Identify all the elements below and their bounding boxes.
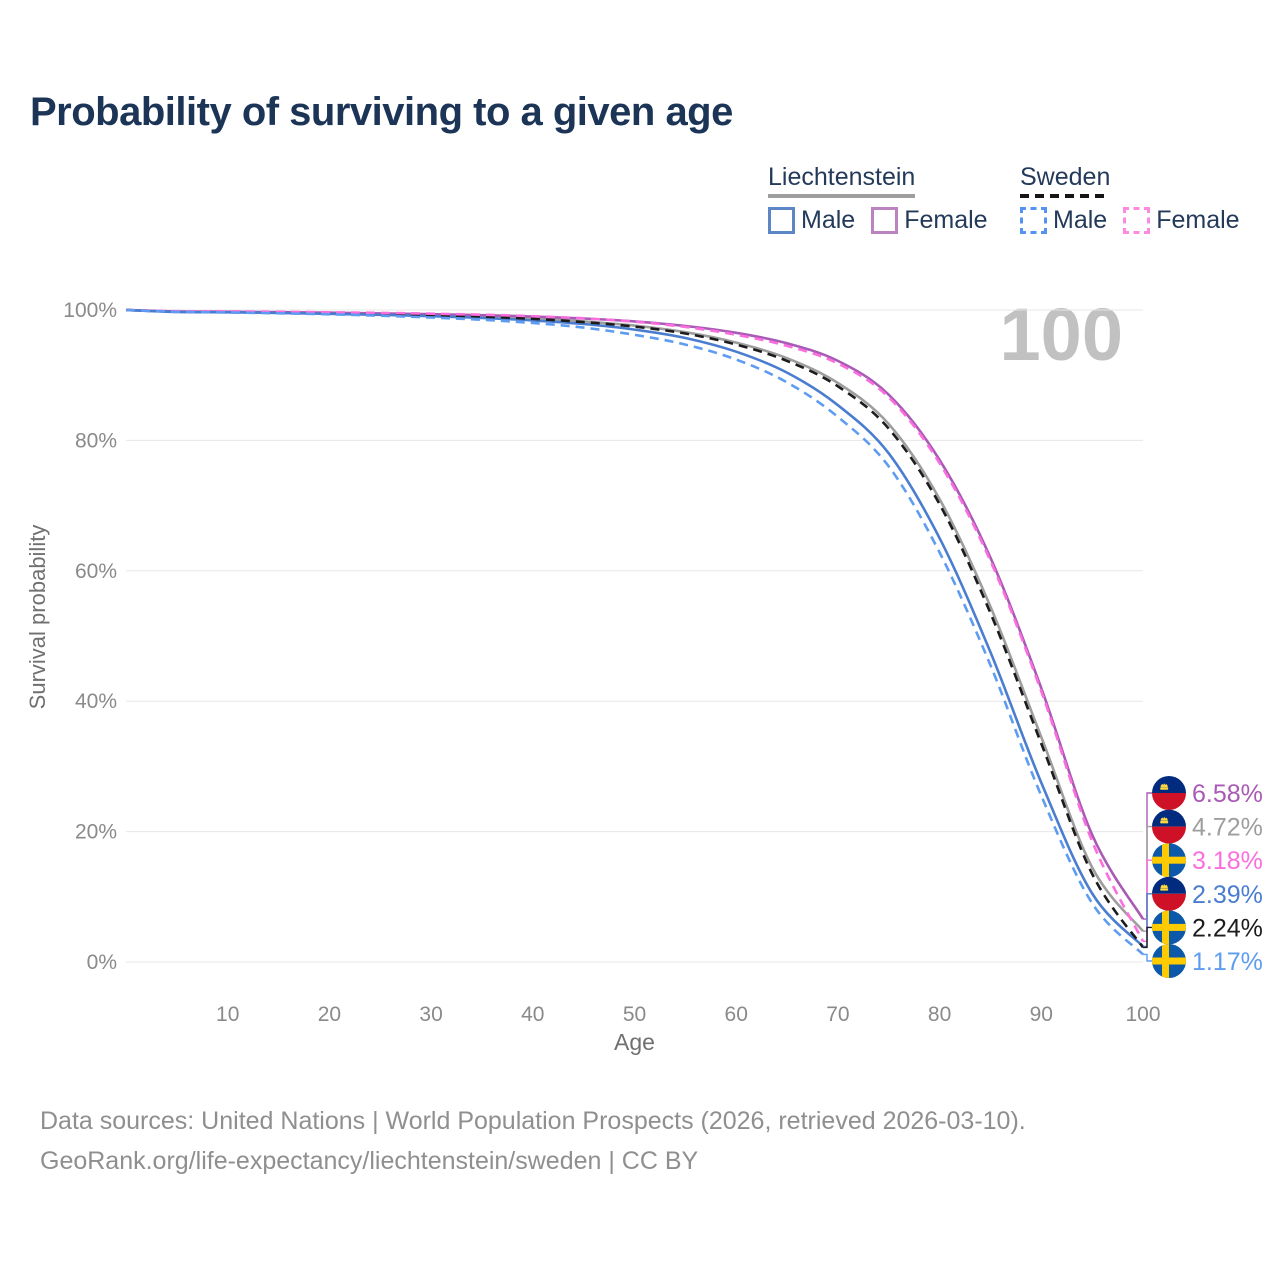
legend-label: Female [904, 206, 988, 234]
end-label-layer: 6.58% 4.72% 3.18% 2.39% 2.24% 1.17% [1143, 776, 1263, 978]
end-label-connector [1143, 953, 1152, 962]
curve-se_female[interactable] [125, 308, 1145, 942]
end-label-value: 2.24% [1192, 914, 1263, 942]
y-tick-label: 0% [87, 951, 117, 974]
series-layer [125, 308, 1145, 956]
x-tick-label: 20 [318, 1003, 341, 1026]
legend-item-sweden-female[interactable]: Female [1123, 206, 1240, 235]
x-tick-label: 10 [216, 1003, 239, 1026]
y-tick-label: 60% [75, 560, 117, 583]
curve-se_male[interactable] [125, 308, 1144, 956]
curve-se_total[interactable] [125, 308, 1145, 949]
hover-age-watermark: 100 [999, 293, 1123, 376]
x-tick-label: 40 [521, 1003, 544, 1026]
grid-layer [126, 309, 1143, 963]
page-title: Probability of surviving to a given age [30, 90, 733, 134]
x-tick-label: 80 [928, 1003, 951, 1026]
legend-country-sweden: Sweden [1020, 163, 1111, 191]
curve-li_total[interactable] [125, 308, 1145, 933]
legend-item-sweden-male[interactable]: Male [1020, 206, 1107, 235]
x-tick-label: 50 [623, 1003, 646, 1026]
legend-country-liechtenstein: Liechtenstein [768, 163, 916, 191]
end-label-connector [1143, 926, 1152, 949]
end-label-value: 2.39% [1192, 881, 1263, 909]
end-label-connector [1143, 893, 1152, 948]
data-sources-line: Data sources: United Nations | World Pop… [40, 1107, 1026, 1135]
x-axis-title: Age [614, 1029, 655, 1055]
legend-underline-liechtenstein [768, 194, 915, 198]
x-tick-label: 90 [1030, 1003, 1053, 1026]
legend-underline-sweden [1020, 194, 1110, 198]
x-tick-label: 30 [419, 1003, 442, 1026]
flag-sweden-icon [1152, 910, 1186, 944]
curve-li_female[interactable] [125, 308, 1145, 920]
end-label-value: 3.18% [1192, 847, 1263, 875]
legend-label: Male [801, 206, 856, 234]
flag-sweden-icon [1152, 843, 1186, 877]
flag-sweden-icon [1152, 944, 1186, 978]
legend-swatch-sweden-male [1020, 207, 1047, 234]
flag-liechtenstein-icon [1152, 877, 1186, 911]
legend-swatch-liechtenstein-male [768, 207, 795, 234]
y-tick-label: 100% [63, 299, 117, 322]
x-tick-label: 70 [826, 1003, 849, 1026]
x-tick-label: 60 [725, 1003, 748, 1026]
legend-item-liechtenstein-male[interactable]: Male [768, 206, 855, 235]
legend-group-liechtenstein: Liechtenstein Male Female [768, 163, 988, 235]
legend-label: Male [1053, 206, 1108, 234]
legend-swatch-liechtenstein-female [871, 207, 899, 234]
flag-liechtenstein-icon [1152, 810, 1186, 844]
curve-li_male[interactable] [125, 308, 1144, 948]
flag-liechtenstein-icon [1152, 776, 1186, 810]
legend-item-liechtenstein-female[interactable]: Female [871, 206, 988, 235]
x-tick-label: 100 [1125, 1003, 1160, 1026]
legend-group-sweden: Sweden Male Female [1020, 163, 1240, 235]
end-label-value: 4.72% [1192, 814, 1263, 842]
legend-swatch-sweden-female [1123, 207, 1151, 234]
y-tick-label: 40% [75, 690, 117, 713]
y-axis-title: Survival probability [25, 525, 50, 710]
end-label-value: 1.17% [1192, 948, 1263, 976]
attribution-line: GeoRank.org/life-expectancy/liechtenstei… [40, 1147, 699, 1175]
y-tick-label: 80% [75, 429, 117, 452]
end-label-value: 6.58% [1192, 780, 1263, 808]
footer: Data sources: United Nations | World Pop… [40, 1101, 1026, 1181]
legend-label: Female [1156, 206, 1240, 234]
y-tick-label: 20% [75, 821, 117, 844]
axis-layer: 0% 20% 40% 60% 80% 100% 10 20 30 40 50 60 70 80 90 100 A… [25, 299, 1161, 1055]
